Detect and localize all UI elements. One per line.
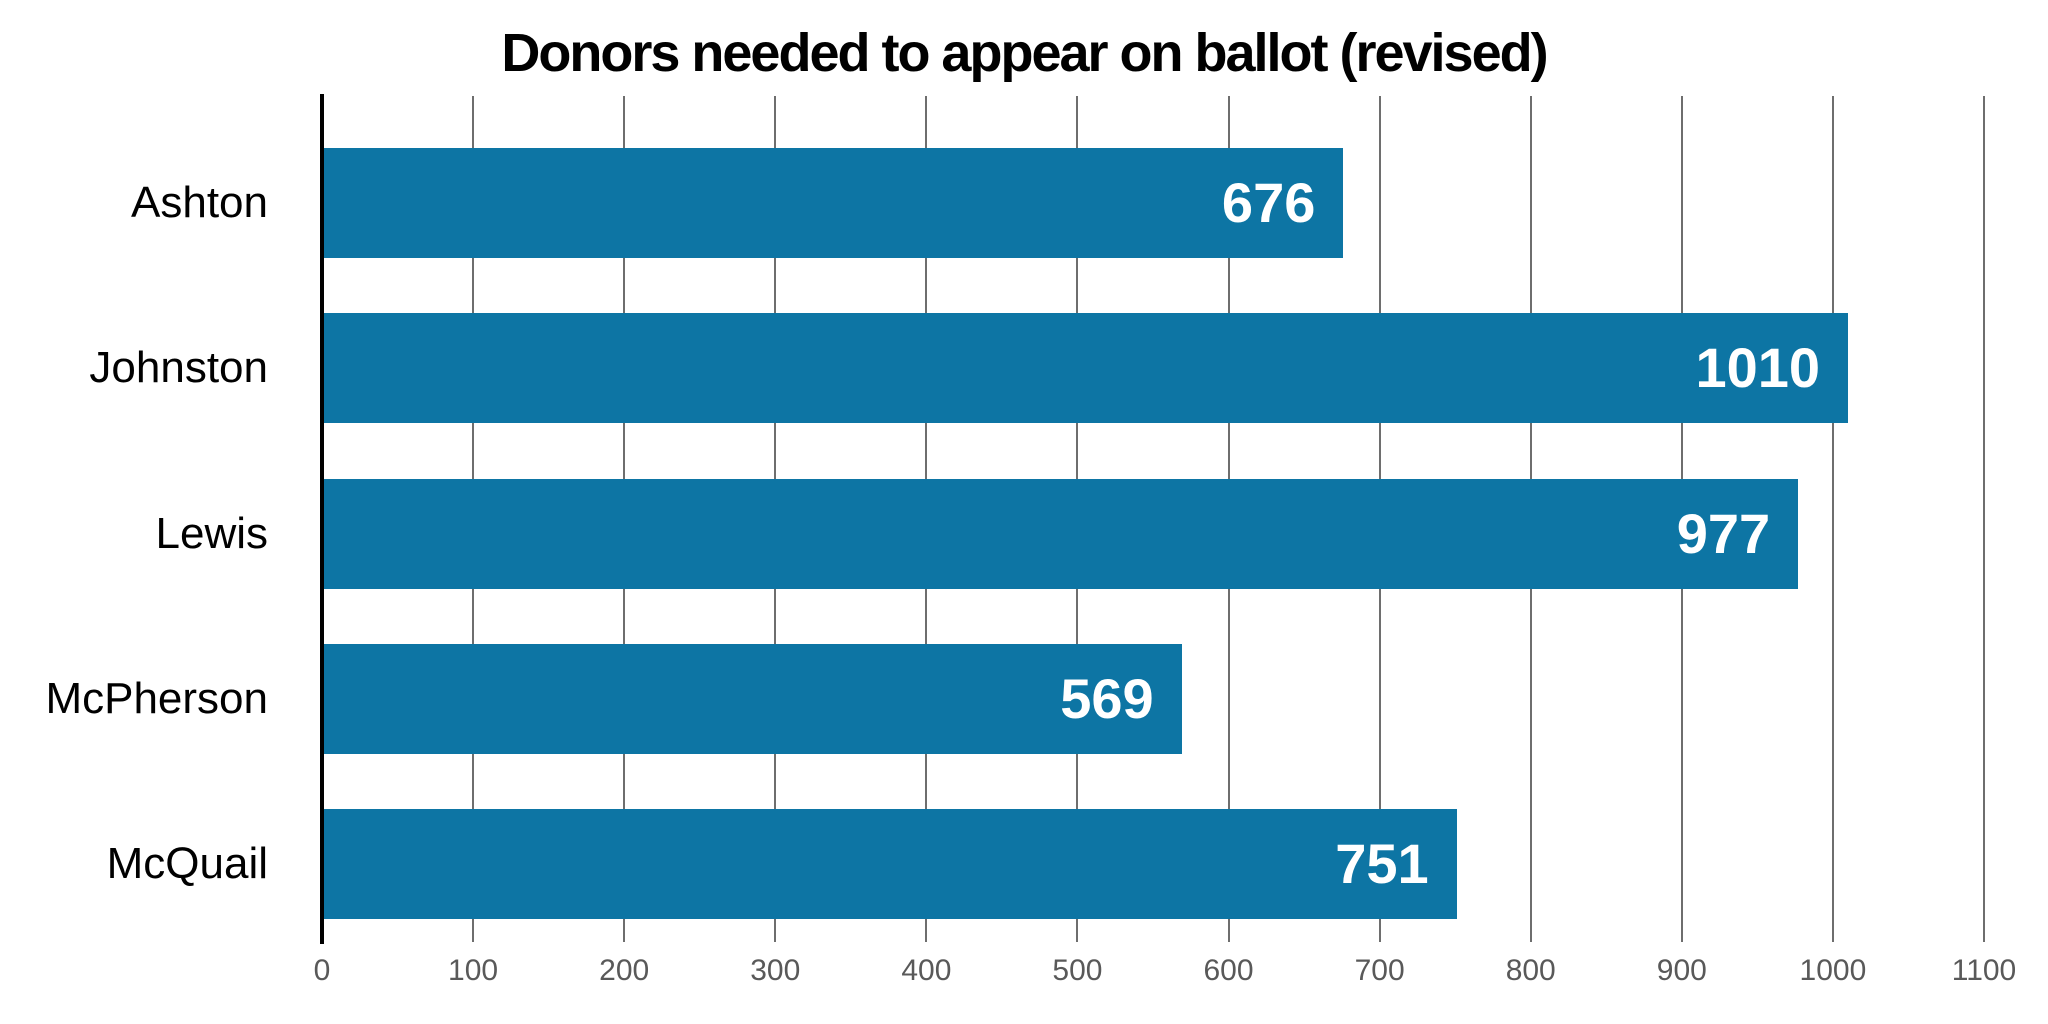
category-label-mcpherson: McPherson bbox=[45, 673, 268, 723]
x-tick-label-100: 100 bbox=[448, 954, 499, 987]
category-label-johnston: Johnston bbox=[89, 343, 268, 393]
category-label-mcquail: McQuail bbox=[106, 839, 268, 889]
category-label-ashton: Ashton bbox=[131, 177, 268, 227]
plot-area: 0 100 200 300 400 500 600 700 800 900 1000 1100 676 A… bbox=[45, 94, 2016, 987]
x-tick-label-300: 300 bbox=[750, 954, 801, 987]
x-tick-label-600: 600 bbox=[1203, 954, 1254, 987]
bar-mcpherson: 569 bbox=[322, 643, 1182, 754]
bar-row-mcquail: 751 McQuail bbox=[107, 809, 1984, 920]
x-tick-label-1100: 1100 bbox=[1951, 954, 2017, 987]
x-tick-label-900: 900 bbox=[1656, 954, 1707, 987]
bar-mcquail: 751 bbox=[322, 809, 1457, 920]
bar-row-lewis: 977 Lewis bbox=[156, 478, 1984, 589]
bar-lewis: 977 bbox=[322, 478, 1799, 589]
bar-value-label-mcpherson: 569 bbox=[1060, 666, 1154, 730]
y-axis-line bbox=[320, 94, 324, 944]
chart-title: Donors needed to appear on ballot (revis… bbox=[501, 23, 1548, 83]
bar-value-label-ashton: 676 bbox=[1221, 170, 1316, 234]
bar-ashton: 676 bbox=[322, 147, 1344, 258]
bar-value-label-johnston: 1010 bbox=[1695, 336, 1821, 400]
x-tick-label-400: 400 bbox=[901, 954, 952, 987]
x-tick-label-200: 200 bbox=[599, 954, 650, 987]
x-tick-label-500: 500 bbox=[1052, 954, 1103, 987]
bar-value-label-lewis: 977 bbox=[1676, 501, 1771, 565]
x-tick-label-700: 700 bbox=[1354, 954, 1405, 987]
x-tick-label-800: 800 bbox=[1505, 954, 1556, 987]
bar-row-ashton: 676 Ashton bbox=[131, 147, 1984, 258]
x-tick-label-1000: 1000 bbox=[1799, 954, 1867, 987]
category-label-lewis: Lewis bbox=[155, 508, 269, 558]
bar-value-label-mcquail: 751 bbox=[1335, 832, 1429, 896]
bar-row-johnston: 1010 Johnston bbox=[89, 313, 1984, 424]
bar-row-mcpherson: 569 McPherson bbox=[45, 643, 1984, 754]
gridline-x-1100 bbox=[1983, 96, 1985, 942]
gridline-x-1000 bbox=[1831, 96, 1834, 942]
x-tick-label-0: 0 bbox=[313, 954, 331, 987]
bar-johnston: 1010 bbox=[322, 313, 1849, 424]
